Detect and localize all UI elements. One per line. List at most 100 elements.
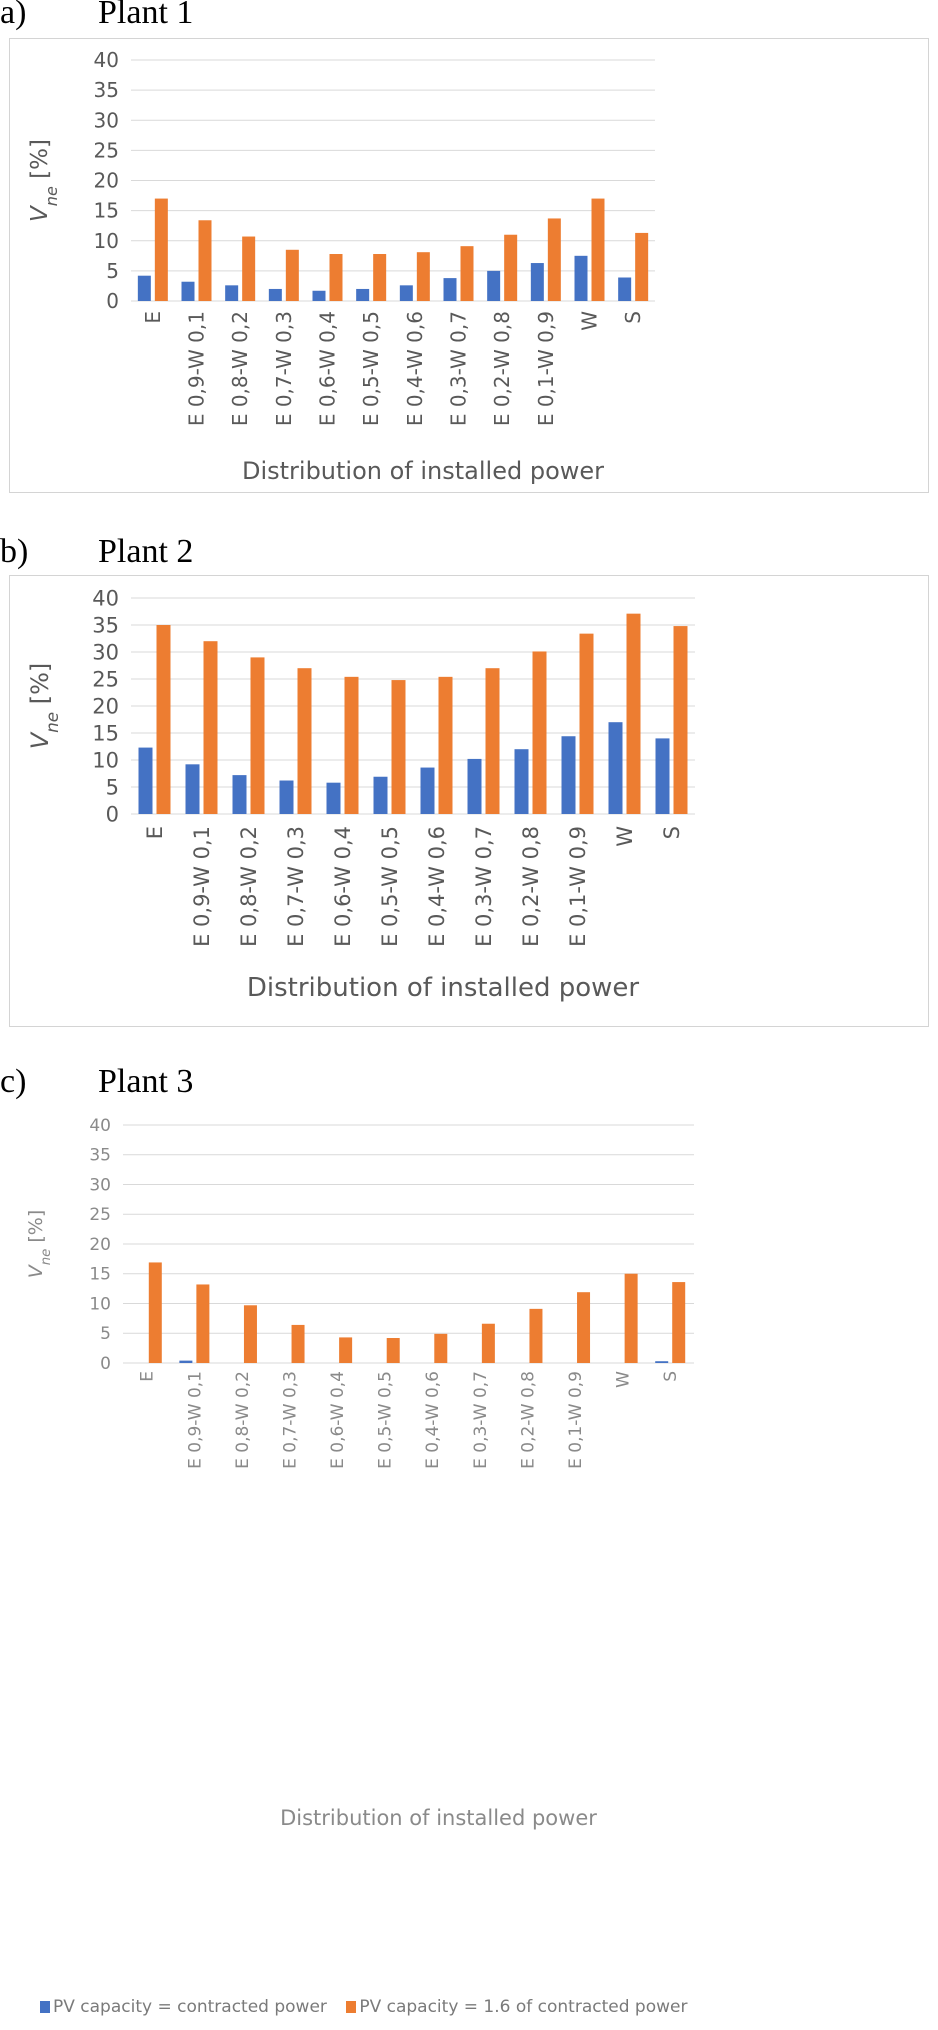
panel-c-title: Plant 3: [98, 1063, 194, 1100]
bar-one-point-six: [438, 676, 453, 814]
panel-c-tag: c): [0, 1063, 27, 1100]
x-tick-label-group: E 0,5-W 0,5: [359, 311, 383, 426]
x-tick-label: W: [578, 311, 602, 331]
bar-one-point-six: [635, 232, 649, 301]
bar-one-point-six: [672, 1282, 686, 1363]
bar-one-point-six: [673, 626, 688, 814]
bar-one-point-six: [154, 198, 168, 301]
legend-item-series-2: PV capacity = 1.6 of contracted power: [346, 1997, 687, 2017]
x-tick-label: E 0,8-W 0,2: [228, 311, 252, 426]
x-tick-label: E 0,2-W 0,8: [518, 1371, 538, 1469]
bar-contracted: [185, 764, 200, 814]
bar-contracted: [225, 285, 239, 301]
x-tick-label-group: E 0,1-W 0,9: [566, 826, 590, 947]
x-axis-title: Distribution of installed power: [247, 973, 640, 1003]
x-tick-label: E 0,2-W 0,8: [519, 826, 543, 947]
x-tick-label-group: E 0,1-W 0,9: [534, 311, 558, 426]
chart-panel-b: 0 5 10 15 20 25 30 35 40 E E 0,9-W 0,1 E 0,8-W 0,2 E…: [9, 575, 929, 1027]
bar-one-point-six: [529, 1308, 543, 1363]
x-tick-label-group: E 0,6-W 0,4: [316, 311, 340, 426]
x-tick-label-group: E 0,6-W 0,4: [328, 1371, 348, 1469]
bar-contracted: [137, 275, 151, 301]
x-tick-label-group: E: [143, 826, 167, 839]
y-tick-label: 25: [89, 1205, 111, 1225]
x-axis-title: Distribution of installed power: [242, 457, 604, 485]
bar-one-point-six: [156, 625, 171, 814]
chart-plant-1: 0 5 10 15 20 25 30 35 40 E E 0,9-W 0,1 E 0,8-W 0,2 E…: [27, 48, 655, 485]
x-axis-title: Distribution of installed power: [280, 1806, 597, 1830]
y-tick-label: 40: [89, 1116, 111, 1136]
x-tick-label-group: E 0,1-W 0,9: [566, 1371, 586, 1469]
x-tick-label-group: E 0,5-W 0,5: [376, 1371, 396, 1469]
bar-one-point-six: [344, 676, 359, 814]
x-tick-label-group: E 0,2-W 0,8: [518, 1371, 538, 1469]
bar-one-point-six: [577, 1292, 591, 1363]
bar-contracted: [138, 747, 153, 814]
bar-contracted: [326, 782, 341, 814]
chart-plant-3: 0 5 10 15 20 25 30 35 40 E E 0,9-W 0,1 E 0,8-W 0,2 E…: [25, 1116, 694, 1830]
y-tick-label: 0: [106, 802, 119, 826]
y-axis-title-group: Vne [%]: [27, 139, 61, 222]
x-tick-label-group: E 0,3-W 0,7: [447, 311, 471, 426]
panel-a-title: Plant 1: [98, 0, 194, 31]
y-tick-label: 15: [89, 1265, 111, 1285]
y-tick-label: 15: [92, 721, 119, 745]
bar-one-point-six: [591, 198, 605, 301]
y-tick-label: 5: [100, 1324, 111, 1344]
bar-contracted: [655, 1361, 669, 1363]
x-tick-label: E: [138, 1371, 158, 1382]
x-tick-label: E 0,4-W 0,6: [403, 311, 427, 426]
x-tick-label: E 0,9-W 0,1: [190, 826, 214, 947]
y-tick-label: 25: [92, 667, 119, 691]
x-tick-label: E 0,7-W 0,3: [272, 311, 296, 426]
x-tick-label: S: [621, 311, 645, 324]
bar-contracted: [618, 277, 632, 301]
x-tick-label: E 0,6-W 0,4: [328, 1371, 348, 1469]
x-tick-label-group: E: [138, 1371, 158, 1382]
bar-contracted: [268, 288, 282, 301]
y-axis-title: Vne [%]: [25, 1210, 54, 1279]
bar-contracted: [514, 749, 529, 814]
x-tick-label: E 0,2-W 0,8: [490, 311, 514, 426]
x-tick-label-group: E 0,3-W 0,7: [471, 1371, 491, 1469]
legend-label-series-2: PV capacity = 1.6 of contracted power: [359, 1997, 688, 2017]
x-tick-label-group: E 0,7-W 0,3: [284, 826, 308, 947]
panel-c-heading: c) Plant 3: [0, 1063, 193, 1101]
y-tick-label: 30: [92, 640, 119, 664]
y-tick-label: 0: [100, 1354, 111, 1374]
x-tick-label-group: E 0,7-W 0,3: [272, 311, 296, 426]
x-tick-label-group: E 0,8-W 0,2: [237, 826, 261, 947]
y-tick-label: 30: [94, 108, 119, 132]
bar-one-point-six: [532, 651, 547, 814]
x-tick-label-group: S: [660, 826, 684, 839]
chart-plant-2: 0 5 10 15 20 25 30 35 40 E E 0,9-W 0,1 E 0,8-W 0,2 E…: [26, 586, 695, 1003]
x-tick-label: E 0,4-W 0,6: [425, 826, 449, 947]
x-tick-label-group: E 0,9-W 0,1: [185, 311, 209, 426]
bar-one-point-six: [481, 1323, 495, 1363]
x-tick-label: E 0,1-W 0,9: [566, 1371, 586, 1469]
y-tick-label: 40: [92, 586, 119, 610]
chart-panel-c: 0 5 10 15 20 25 30 35 40 E E 0,9-W 0,1 E 0,8-W 0,2 E…: [9, 1105, 929, 1990]
chart-legend: PV capacity = contracted power PV capaci…: [40, 1997, 701, 2017]
y-tick-label: 5: [106, 259, 119, 283]
bar-one-point-six: [329, 254, 343, 301]
panel-b-heading: b) Plant 2: [0, 533, 193, 571]
x-tick-label-group: E 0,9-W 0,1: [185, 1371, 205, 1469]
x-tick-label: E 0,9-W 0,1: [185, 311, 209, 426]
x-tick-label-group: W: [613, 826, 637, 847]
x-tick-label: E 0,3-W 0,7: [472, 826, 496, 947]
bar-one-point-six: [626, 613, 641, 814]
x-tick-label-group: E 0,9-W 0,1: [190, 826, 214, 947]
y-tick-label: 35: [92, 613, 119, 637]
x-tick-label: E 0,9-W 0,1: [185, 1371, 205, 1469]
bar-contracted: [574, 255, 588, 301]
bar-one-point-six: [416, 252, 430, 301]
y-tick-label: 5: [106, 775, 119, 799]
y-tick-label: 25: [94, 138, 119, 162]
y-axis-title: Vne [%]: [27, 139, 61, 222]
bar-contracted: [467, 758, 482, 814]
bar-one-point-six: [485, 668, 500, 814]
x-tick-label-group: E 0,2-W 0,8: [519, 826, 543, 947]
x-tick-label-group: E 0,4-W 0,6: [403, 311, 427, 426]
y-axis-title: Vne [%]: [26, 663, 62, 750]
